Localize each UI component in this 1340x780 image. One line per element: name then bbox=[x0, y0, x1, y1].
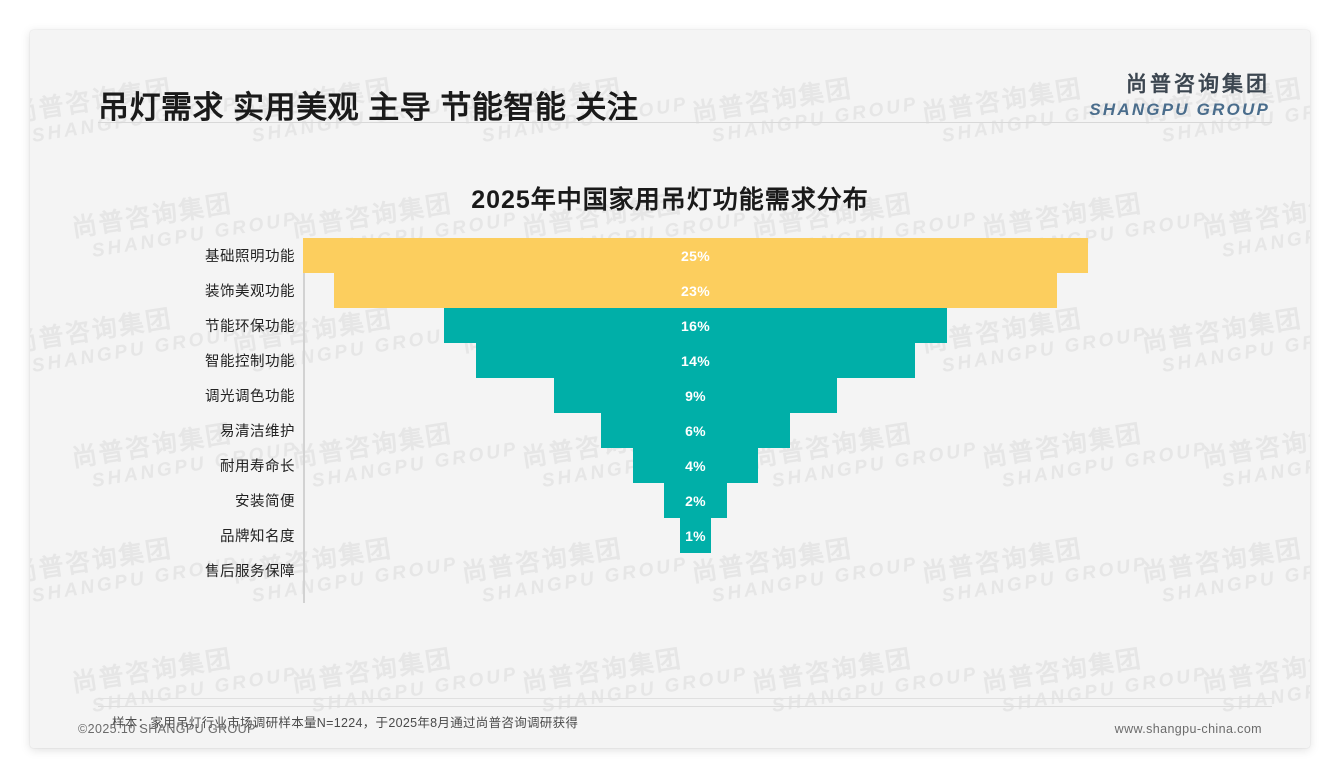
bar-category-label: 节能环保功能 bbox=[205, 319, 295, 335]
brand-logo: 尚普咨询集团 SHANGPU GROUP bbox=[1089, 68, 1270, 120]
brand-logo-cn: 尚普咨询集团 bbox=[1126, 73, 1270, 96]
header-divider bbox=[98, 122, 1272, 123]
bar-row[interactable]: 节能环保功能 16% bbox=[30, 308, 1310, 343]
bar-track: 23% bbox=[303, 273, 1310, 308]
bar-track: 4% bbox=[303, 448, 1310, 483]
bar-segment[interactable]: 9% bbox=[554, 378, 837, 413]
bar-row[interactable]: 品牌知名度 1% bbox=[30, 518, 1310, 553]
bar-value-label: 4% bbox=[685, 457, 706, 474]
bar-category-label: 易清洁维护 bbox=[220, 424, 295, 440]
brand-logo-en: SHANGPU GROUP bbox=[1089, 100, 1270, 119]
bar-rows-container: 基础照明功能 25% 装饰美观功能 23% 节能环保功能 16% 智能控制功能 14% 调光调色… bbox=[30, 238, 1310, 588]
bar-segment[interactable]: 14% bbox=[475, 343, 916, 378]
footer-website[interactable]: www.shangpu-china.com bbox=[1114, 722, 1262, 736]
bar-segment[interactable]: 25% bbox=[303, 238, 1088, 273]
bar-row[interactable]: 售后服务保障 bbox=[30, 553, 1310, 588]
bar-track: 14% bbox=[303, 343, 1310, 378]
bar-track: 9% bbox=[303, 378, 1310, 413]
footer-divider bbox=[98, 706, 1272, 707]
footer-copyright: ©2025.10 SHANGPU GROUP bbox=[78, 722, 256, 736]
bar-segment[interactable]: 16% bbox=[444, 308, 947, 343]
bar-category-label: 耐用寿命长 bbox=[220, 459, 295, 475]
bar-value-label: 1% bbox=[685, 527, 706, 544]
bar-row[interactable]: 安装简便 2% bbox=[30, 483, 1310, 518]
bar-segment[interactable]: 6% bbox=[601, 413, 790, 448]
slide-footer: ©2025.10 SHANGPU GROUP www.shangpu-china… bbox=[30, 706, 1310, 748]
footnote-divider bbox=[98, 698, 1272, 699]
chart-title: 2025年中国家用吊灯功能需求分布 bbox=[471, 186, 869, 214]
bar-segment[interactable]: 1% bbox=[679, 518, 712, 553]
funnel-chart-plot: 基础照明功能 25% 装饰美观功能 23% 节能环保功能 16% 智能控制功能 14% 调光调色… bbox=[30, 238, 1310, 610]
bar-track: 6% bbox=[303, 413, 1310, 448]
footnote-text: 样本：家用吊灯行业市场调研样本量N=1224，于2025年8月通过尚普咨询调研获… bbox=[112, 716, 579, 730]
bar-category-label: 智能控制功能 bbox=[205, 354, 295, 370]
slide-canvas: 尚普咨询集团 SHANGPU GROUP 尚普咨询集团 SHANGPU GROUP 尚普… bbox=[30, 30, 1310, 748]
bar-category-label: 安装简便 bbox=[235, 494, 295, 510]
bar-track: 2% bbox=[303, 483, 1310, 518]
bar-track: 25% bbox=[303, 238, 1310, 273]
bar-value-label: 6% bbox=[685, 422, 706, 439]
bar-value-label: 25% bbox=[681, 247, 710, 264]
bar-category-label: 售后服务保障 bbox=[205, 564, 295, 580]
bar-track: 1% bbox=[303, 518, 1310, 553]
bar-category-label: 调光调色功能 bbox=[205, 389, 295, 405]
bar-row[interactable]: 装饰美观功能 23% bbox=[30, 273, 1310, 308]
chart-container: 2025年中国家用吊灯功能需求分布 基础照明功能 25% 装饰美观功能 23% 节能环保… bbox=[30, 150, 1310, 670]
bar-row[interactable]: 耐用寿命长 4% bbox=[30, 448, 1310, 483]
page-title: 吊灯需求 实用美观 主导 节能智能 关注 bbox=[98, 90, 639, 125]
bar-category-label: 品牌知名度 bbox=[220, 529, 295, 545]
bar-track: 16% bbox=[303, 308, 1310, 343]
bar-value-label: 14% bbox=[681, 352, 710, 369]
bar-row[interactable]: 易清洁维护 6% bbox=[30, 413, 1310, 448]
bar-segment[interactable]: 4% bbox=[632, 448, 759, 483]
bar-category-label: 装饰美观功能 bbox=[205, 284, 295, 300]
bar-value-label: 16% bbox=[681, 317, 710, 334]
bar-value-label: 2% bbox=[685, 492, 706, 509]
bar-segment[interactable]: 23% bbox=[334, 273, 1057, 308]
bar-value-label: 9% bbox=[685, 387, 706, 404]
bar-category-label: 基础照明功能 bbox=[205, 249, 295, 265]
bar-row[interactable]: 智能控制功能 14% bbox=[30, 343, 1310, 378]
chart-axis-line bbox=[303, 246, 305, 603]
bar-row[interactable]: 调光调色功能 9% bbox=[30, 378, 1310, 413]
bar-segment[interactable]: 2% bbox=[664, 483, 727, 518]
bar-value-label: 23% bbox=[681, 282, 710, 299]
bar-track bbox=[303, 553, 1310, 588]
bar-row[interactable]: 基础照明功能 25% bbox=[30, 238, 1310, 273]
slide-header: 吊灯需求 实用美观 主导 节能智能 关注 尚普咨询集团 SHANGPU GROU… bbox=[30, 30, 1310, 125]
